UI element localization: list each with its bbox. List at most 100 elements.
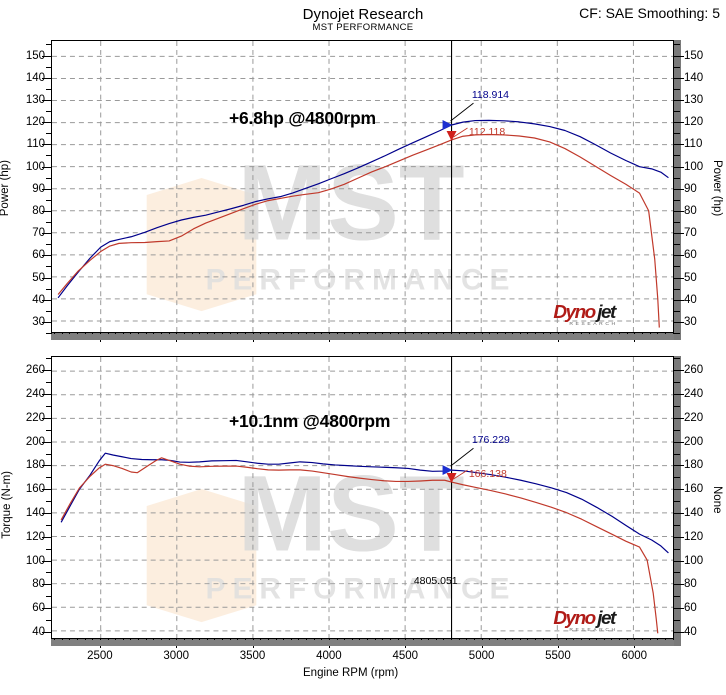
power-ytick-right: 90: [684, 182, 697, 195]
torque-ytick-left: 200: [25, 435, 45, 448]
power-ytick-left: 50: [32, 271, 45, 284]
x-tick-label: 4500: [392, 650, 419, 662]
svg-text:jet: jet: [594, 302, 617, 323]
torque-yaxis-title-right: None: [711, 486, 723, 514]
power-ytick-left: 130: [25, 93, 45, 106]
torque-ytick-right: 100: [684, 554, 704, 567]
power-ytick-right: 130: [684, 93, 704, 106]
x-tick-label: 2500: [87, 650, 113, 662]
cursor-rpm-label: 4805.051: [413, 575, 458, 587]
x-tick-label: 5000: [468, 650, 495, 662]
svg-text:RESEARCH: RESEARCH: [569, 321, 617, 327]
power-ytick-left: 40: [32, 293, 45, 306]
power-ytick-left: 120: [25, 116, 45, 129]
power-ytick-left: 100: [25, 160, 45, 173]
cursor-value-after: 118.914: [471, 88, 510, 101]
x-tick-label: 5500: [545, 650, 571, 662]
cursor-marker-before: [446, 473, 457, 483]
torque-ytick-right: 140: [684, 506, 704, 519]
x-axis-title: Engine RPM (rpm): [303, 667, 399, 679]
svg-text:RESEARCH: RESEARCH: [569, 627, 617, 633]
power-y-ruler-left: [42, 40, 52, 334]
power-ytick-right: 60: [684, 249, 697, 262]
panel-shadow-power-right: [674, 40, 681, 340]
power-ytick-right: 110: [684, 138, 703, 151]
power-ytick-left: 140: [25, 71, 45, 84]
page-subtitle: MST PERFORMANCE: [312, 22, 414, 33]
torque-ytick-right: 80: [684, 578, 697, 591]
series-run-after: [60, 452, 669, 554]
cursor-marker-after: [442, 465, 453, 476]
cursor-marker-after: [442, 119, 453, 130]
power-ytick-right: 40: [684, 293, 697, 306]
svg-text:Dyno: Dyno: [553, 608, 595, 629]
power-ytick-right: 100: [684, 160, 704, 173]
power-ytick-right: 50: [684, 271, 697, 284]
gridlines: [52, 41, 673, 332]
x-tick-label: 4000: [316, 650, 342, 662]
power-y-ruler-right: [674, 40, 684, 334]
power-ytick-left: 30: [32, 315, 45, 328]
torque-ytick-right: 220: [684, 411, 704, 424]
torque-ytick-left: 140: [25, 506, 45, 519]
leader-line-before: [453, 127, 468, 138]
power-yaxis-title-left: Power (hp): [0, 160, 11, 217]
power-ytick-left: 60: [32, 249, 45, 262]
torque-ytick-left: 120: [25, 530, 45, 543]
cursor-marker-before: [446, 131, 457, 141]
torque-ytick-left: 80: [32, 578, 45, 591]
leader-line-after: [450, 102, 474, 122]
torque-gain-annotation: +10.1nm @4800rpm: [229, 411, 391, 431]
power-ytick-right: 120: [684, 116, 704, 129]
torque-ytick-left: 240: [25, 388, 45, 401]
torque-chart-panel[interactable]: MST PERFORMANCE Dyno jet RESEARCH: [51, 356, 674, 639]
torque-ytick-right: 240: [684, 388, 704, 401]
power-ytick-left: 80: [32, 204, 45, 217]
series-run-after: [57, 119, 669, 299]
x-tick-label: 3000: [163, 650, 189, 662]
power-ytick-left: 70: [32, 227, 45, 240]
torque-ytick-right: 260: [684, 364, 704, 377]
svg-text:Dyno: Dyno: [553, 302, 595, 323]
power-ytick-left: 110: [26, 138, 45, 151]
leader-line-before: [453, 469, 468, 480]
torque-ytick-right: 160: [684, 483, 704, 496]
power-yaxis-title-right: Power (hp): [711, 160, 723, 217]
series-run-before: [57, 133, 660, 328]
cursor-value-before: 112.118: [468, 125, 506, 138]
torque-ytick-left: 100: [25, 554, 45, 567]
torque-ytick-left: 220: [25, 411, 45, 424]
page-title: Dynojet Research: [302, 6, 424, 23]
x-tick-label: 6000: [621, 650, 648, 662]
power-ytick-right: 80: [684, 204, 697, 217]
torque-ytick-right: 40: [684, 625, 697, 638]
series-run-before: [60, 457, 659, 634]
torque-ytick-right: 180: [684, 459, 704, 472]
torque-ytick-left: 40: [32, 625, 45, 638]
torque-ytick-right: 200: [684, 435, 704, 448]
gridlines: [52, 357, 673, 638]
power-axis-band: [51, 334, 674, 340]
power-chart-panel[interactable]: MST PERFORMANCE Dyno jet RESEARCH: [51, 40, 674, 333]
torque-yaxis-title-left: Torque (N-m): [1, 471, 13, 539]
torque-ytick-right: 60: [684, 602, 697, 615]
torque-ytick-right: 120: [684, 530, 704, 543]
torque-y-ruler-left: [42, 356, 52, 639]
power-ytick-right: 70: [684, 227, 697, 240]
chart-header: Dynojet Research MST PERFORMANCE CF: SAE…: [0, 0, 726, 34]
power-ytick-right: 30: [684, 315, 697, 328]
torque-axis-band: [51, 640, 674, 646]
torque-ytick-left: 60: [32, 602, 45, 615]
power-gain-annotation: +6.8hp @4800rpm: [229, 108, 376, 128]
torque-ytick-left: 180: [25, 459, 45, 472]
correction-factor-label: CF: SAE Smoothing: 5: [579, 5, 720, 21]
torque-y-ruler-right: [674, 356, 684, 639]
leader-line-after: [450, 447, 474, 467]
panel-shadow-torque-right: [674, 356, 681, 646]
power-ytick-left: 90: [32, 182, 45, 195]
torque-ytick-left: 160: [25, 483, 45, 496]
